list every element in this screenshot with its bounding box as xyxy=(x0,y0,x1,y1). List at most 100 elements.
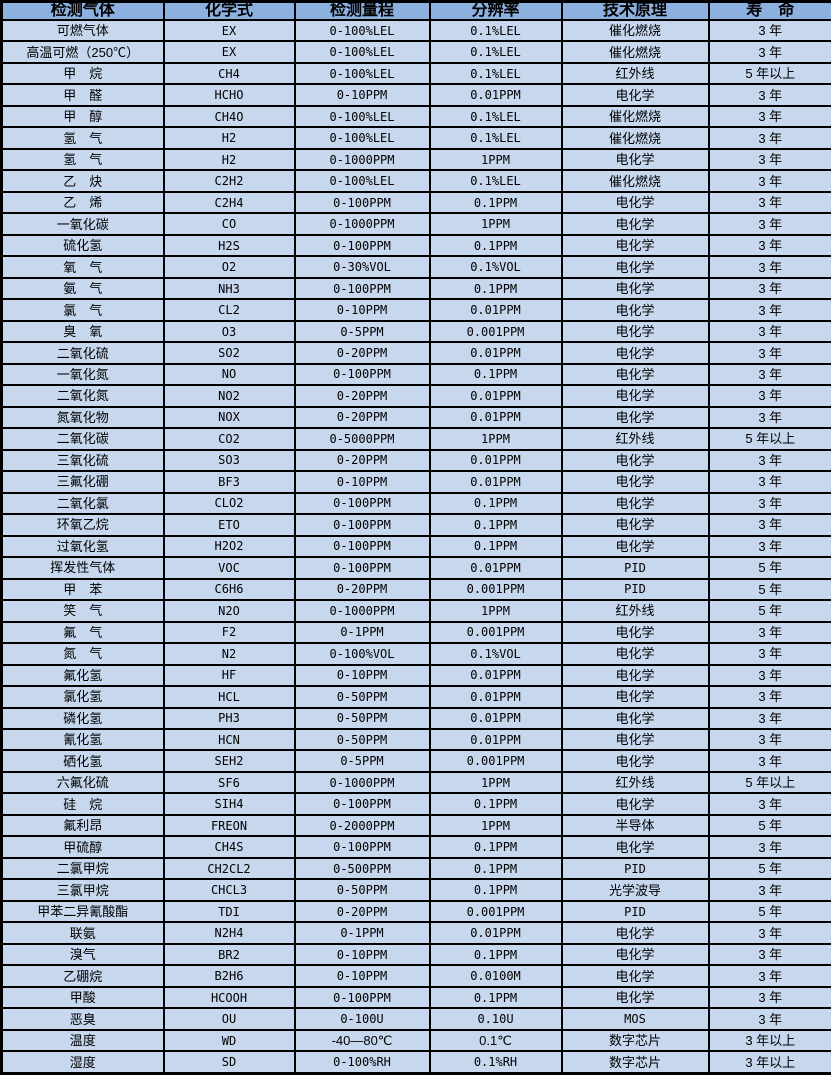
gas-cell: 氰化氢 xyxy=(0,727,165,752)
table-row: 温度 WD -40—80℃ 0.1℃ 数字芯片 3 年以上 xyxy=(0,1028,831,1053)
life-cell: 3 年 xyxy=(707,642,831,666)
column-header-formula: 化学式 xyxy=(162,0,296,21)
resolution-cell: 0.1%VOL xyxy=(428,642,563,666)
table-row: 硒化氢 SEH2 0-5PPM 0.001PPM 电化学 3 年 xyxy=(0,749,831,773)
resolution-cell: 0.1PPM xyxy=(428,362,563,387)
resolution-cell: 0.001PPM xyxy=(428,319,563,344)
range-cell: 0-100PPM xyxy=(293,792,431,816)
life-cell: 3 年 xyxy=(707,341,831,365)
table-row: 甲酸 HCOOH 0-100PPM 0.1PPM 电化学 3 年 xyxy=(0,985,831,1010)
life-cell: 3 年 xyxy=(707,491,831,516)
range-cell: 0-30%VOL xyxy=(293,255,431,279)
range-cell: 0-100%LEL xyxy=(293,40,431,64)
gas-cell: 一氧化碳 xyxy=(0,212,165,236)
formula-cell: CH4 xyxy=(162,61,296,86)
table-row: 乙硼烷 B2H6 0-10PPM 0.0100M 电化学 3 年 xyxy=(0,964,831,988)
life-cell: 3 年 xyxy=(707,792,831,816)
range-cell: 0-5PPM xyxy=(293,749,431,773)
gas-cell: 氮氧化物 xyxy=(0,405,165,430)
gas-cell: 甲 苯 xyxy=(0,577,165,602)
principle-cell: 电化学 xyxy=(560,620,710,645)
resolution-cell: 0.01PPM xyxy=(428,706,563,731)
life-cell: 3 年 xyxy=(707,298,831,322)
resolution-cell: 0.001PPM xyxy=(428,749,563,773)
range-cell: 0-100PPM xyxy=(293,491,431,516)
range-cell: 0-100%LEL xyxy=(293,18,431,43)
principle-cell: 电化学 xyxy=(560,534,710,559)
gas-cell: 高温可燃（250℃） xyxy=(0,40,165,64)
life-cell: 3 年 xyxy=(707,620,831,645)
principle-cell: PID xyxy=(560,856,710,881)
principle-cell: 催化燃烧 xyxy=(560,40,710,64)
gas-cell: 环氧乙烷 xyxy=(0,513,165,537)
life-cell: 5 年 xyxy=(707,577,831,602)
gas-cell: 氨 气 xyxy=(0,276,165,301)
gas-cell: 甲硫醇 xyxy=(0,835,165,859)
formula-cell: SO3 xyxy=(162,448,296,473)
life-cell: 3 年 xyxy=(707,104,831,129)
resolution-cell: 0.1%LEL xyxy=(428,61,563,86)
resolution-cell: 1PPM xyxy=(428,212,563,236)
gas-cell: 二氯甲烷 xyxy=(0,856,165,881)
formula-cell: N2O xyxy=(162,599,296,623)
table-row: 甲 醇 CH4O 0-100%LEL 0.1%LEL 催化燃烧 3 年 xyxy=(0,104,831,129)
formula-cell: C6H6 xyxy=(162,577,296,602)
life-cell: 3 年 xyxy=(707,727,831,752)
range-cell: 0-20PPM xyxy=(293,577,431,602)
gas-cell: 六氟化硫 xyxy=(0,770,165,795)
range-cell: 0-100U xyxy=(293,1007,431,1031)
resolution-cell: 0.01PPM xyxy=(428,556,563,580)
table-row: 氟利昂 FREON 0-2000PPM 1PPM 半导体 5 年 xyxy=(0,813,831,838)
column-header-principle: 技术原理 xyxy=(560,0,710,21)
formula-cell: N2 xyxy=(162,642,296,666)
column-header-life: 寿 命 xyxy=(707,0,831,21)
range-cell: 0-1000PPM xyxy=(293,599,431,623)
resolution-cell: 0.01PPM xyxy=(428,470,563,494)
life-cell: 3 年 xyxy=(707,706,831,731)
range-cell: 0-100PPM xyxy=(293,362,431,387)
formula-cell: NH3 xyxy=(162,276,296,301)
life-cell: 3 年 xyxy=(707,964,831,988)
gas-cell: 笑 气 xyxy=(0,599,165,623)
formula-cell: H2S xyxy=(162,233,296,258)
principle-cell: 催化燃烧 xyxy=(560,104,710,129)
gas-cell: 甲 醇 xyxy=(0,104,165,129)
principle-cell: 电化学 xyxy=(560,448,710,473)
gas-cell: 氢 气 xyxy=(0,126,165,150)
principle-cell: 电化学 xyxy=(560,362,710,387)
range-cell: 0-20PPM xyxy=(293,448,431,473)
table-row: 二氧化碳 CO2 0-5000PPM 1PPM 红外线 5 年以上 xyxy=(0,427,831,451)
formula-cell: HCHO xyxy=(162,83,296,107)
gas-cell: 三氯甲烷 xyxy=(0,878,165,902)
formula-cell: HCOOH xyxy=(162,985,296,1010)
range-cell: 0-100%VOL xyxy=(293,642,431,666)
life-cell: 5 年以上 xyxy=(707,770,831,795)
formula-cell: NOX xyxy=(162,405,296,430)
life-cell: 3 年 xyxy=(707,319,831,344)
life-cell: 3 年 xyxy=(707,878,831,902)
range-cell: 0-20PPM xyxy=(293,405,431,430)
formula-cell: BF3 xyxy=(162,470,296,494)
resolution-cell: 0.01PPM xyxy=(428,83,563,107)
gas-cell: 氟利昂 xyxy=(0,813,165,838)
range-cell: 0-50PPM xyxy=(293,727,431,752)
principle-cell: 电化学 xyxy=(560,921,710,945)
range-cell: 0-100%LEL xyxy=(293,104,431,129)
life-cell: 3 年 xyxy=(707,83,831,107)
table-row: 甲硫醇 CH4S 0-100PPM 0.1PPM 电化学 3 年 xyxy=(0,835,831,859)
formula-cell: CO2 xyxy=(162,427,296,451)
range-cell: 0-100%LEL xyxy=(293,61,431,86)
range-cell: 0-500PPM xyxy=(293,856,431,881)
life-cell: 3 年 xyxy=(707,942,831,967)
life-cell: 3 年 xyxy=(707,147,831,172)
range-cell: 0-1PPM xyxy=(293,620,431,645)
life-cell: 5 年 xyxy=(707,813,831,838)
formula-cell: CLO2 xyxy=(162,491,296,516)
table-row: 乙 炔 C2H2 0-100%LEL 0.1%LEL 催化燃烧 3 年 xyxy=(0,169,831,193)
table-row: 二氯甲烷 CH2CL2 0-500PPM 0.1PPM PID 5 年 xyxy=(0,856,831,881)
resolution-cell: 0.01PPM xyxy=(428,384,563,408)
life-cell: 3 年 xyxy=(707,534,831,559)
range-cell: 0-100PPM xyxy=(293,233,431,258)
table-row: 过氧化氢 H2O2 0-100PPM 0.1PPM 电化学 3 年 xyxy=(0,534,831,559)
